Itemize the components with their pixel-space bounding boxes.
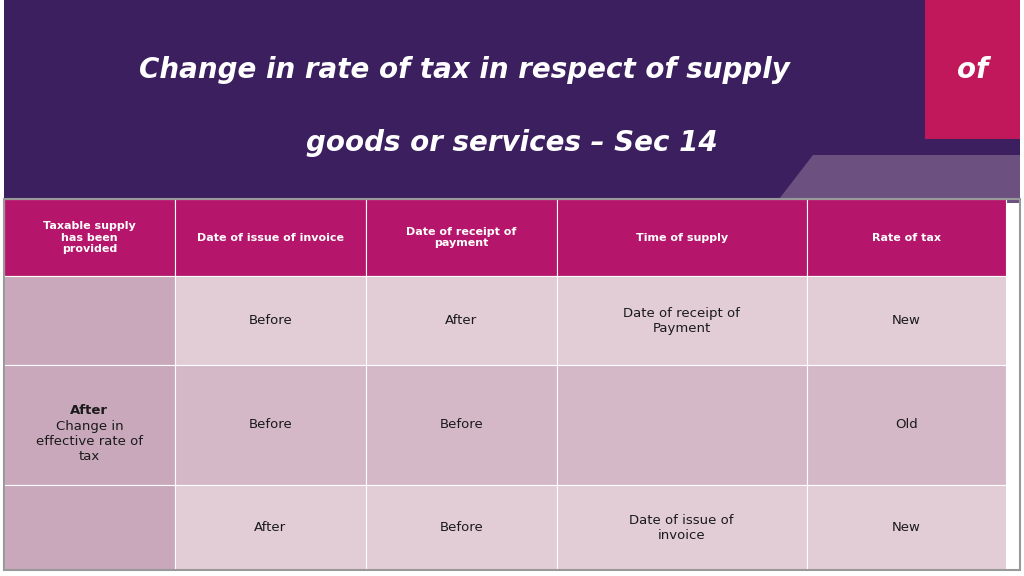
Bar [4, 365, 175, 485]
Text: Rate of tax: Rate of tax [871, 233, 941, 242]
Bar [557, 485, 807, 570]
Text: Before: Before [248, 418, 292, 431]
Bar [807, 199, 1006, 276]
Bar [366, 365, 557, 485]
Text: goods or services – Sec 14: goods or services – Sec 14 [306, 129, 718, 157]
Bar [366, 199, 557, 276]
Text: Date of issue of
invoice: Date of issue of invoice [630, 514, 734, 541]
Bar [4, 485, 175, 570]
Bar [366, 276, 557, 365]
Bar [807, 485, 1006, 570]
Bar [807, 276, 1006, 365]
Text: Change in
effective rate of
tax: Change in effective rate of tax [36, 420, 142, 463]
Text: Before: Before [439, 521, 483, 534]
Bar [175, 276, 366, 365]
Bar [366, 485, 557, 570]
Text: Date of issue of invoice: Date of issue of invoice [197, 233, 344, 242]
Text: of: of [956, 55, 988, 84]
Text: Before: Before [439, 418, 483, 431]
Polygon shape [776, 155, 1020, 203]
Text: Date of receipt of
Payment: Date of receipt of Payment [624, 306, 740, 335]
Bar [557, 276, 807, 365]
Bar [175, 365, 366, 485]
Text: After: After [71, 404, 109, 417]
Bar [557, 199, 807, 276]
Text: Time of supply: Time of supply [636, 233, 728, 242]
Text: New: New [892, 314, 921, 327]
Bar [807, 365, 1006, 485]
Bar [4, 199, 1020, 570]
Bar [4, 199, 175, 276]
Bar [175, 485, 366, 570]
Text: New: New [892, 521, 921, 534]
Bar [175, 199, 366, 276]
Bar [925, 0, 1020, 139]
Text: Taxable supply
has been
provided: Taxable supply has been provided [43, 221, 136, 254]
Text: Before: Before [248, 314, 292, 327]
Bar [557, 365, 807, 485]
Bar [4, 276, 175, 365]
Bar [4, 0, 1020, 199]
Text: After: After [254, 521, 287, 534]
Text: Old: Old [895, 418, 918, 431]
Text: Change in rate of tax in respect of supply: Change in rate of tax in respect of supp… [139, 55, 790, 84]
Text: Date of receipt of
payment: Date of receipt of payment [406, 227, 516, 248]
Text: After: After [445, 314, 477, 327]
